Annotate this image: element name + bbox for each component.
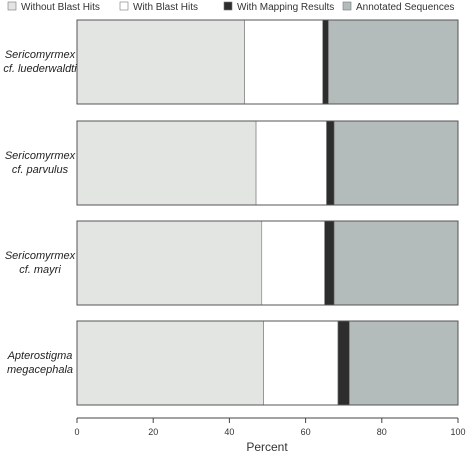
category-label: Sericomyrmex cf. mayri xyxy=(5,250,76,276)
bar-segment xyxy=(326,120,335,206)
bar-segment xyxy=(328,19,459,105)
x-tick-label: 60 xyxy=(301,427,311,437)
category-label-line: Sericomyrmex xyxy=(5,150,76,162)
legend-label: With Blast Hits xyxy=(133,2,198,13)
bar-segment xyxy=(263,320,339,406)
bar-segment xyxy=(255,120,327,206)
bar-segment xyxy=(324,220,335,306)
bar-segment xyxy=(337,320,350,406)
bar-segment xyxy=(333,120,459,206)
legend-label: Annotated Sequences xyxy=(356,2,454,13)
bar-panels: Sericomyrmex cf. luederwaldtiSericomyrmex… xyxy=(3,19,459,406)
bar-panel: Sericomyrmex cf. luederwaldti xyxy=(3,19,459,105)
legend-swatch xyxy=(119,1,129,11)
bar-segment xyxy=(333,220,459,306)
category-label-line: cf. luederwaldti xyxy=(3,63,77,75)
bar-segment xyxy=(244,19,324,105)
category-label-line: cf. mayri xyxy=(19,264,61,276)
x-tick-label: 20 xyxy=(148,427,158,437)
category-label: Sericomyrmex cf. luederwaldti xyxy=(3,49,77,75)
bar-segment xyxy=(76,220,263,306)
category-label-line: Sericomyrmex xyxy=(5,250,76,262)
panel-frame xyxy=(76,220,459,306)
bar-segment xyxy=(349,320,459,406)
legend-item: With Mapping Results xyxy=(223,1,334,13)
panel-frame xyxy=(76,120,459,206)
category-label: Apterostigma megacephala xyxy=(7,350,73,376)
panel-frame xyxy=(76,19,459,105)
bar-panel: Apterostigma megacephala xyxy=(7,320,459,406)
x-tick-label: 100 xyxy=(450,427,465,437)
legend-item: Annotated Sequences xyxy=(342,1,454,13)
legend-item: With Blast Hits xyxy=(119,1,198,13)
bar-panel: Sericomyrmex cf. mayri xyxy=(5,220,459,306)
x-tick-label: 40 xyxy=(224,427,234,437)
category-label-line: megacephala xyxy=(7,364,73,376)
bar-segment xyxy=(76,320,264,406)
legend-swatch xyxy=(342,1,352,11)
x-axis: 0 20 40 60 80 100 xyxy=(74,417,466,437)
x-tick-label: 80 xyxy=(377,427,387,437)
legend: Without Blast Hits With Blast Hits With Ma… xyxy=(7,1,454,13)
bar-segment xyxy=(76,120,257,206)
panel-frame xyxy=(76,320,459,406)
legend-label: Without Blast Hits xyxy=(21,2,100,13)
bar-segment xyxy=(76,19,245,105)
x-tick-label: 0 xyxy=(74,427,79,437)
legend-item: Without Blast Hits xyxy=(7,1,100,13)
category-label: Sericomyrmex cf. parvulus xyxy=(5,150,76,176)
bar-segment xyxy=(322,19,329,105)
bar-panel: Sericomyrmex cf. parvulus xyxy=(5,120,459,206)
x-axis-label: Percent xyxy=(246,440,288,454)
legend-swatch xyxy=(7,1,17,11)
category-label-line: Apterostigma xyxy=(7,350,73,362)
legend-label: With Mapping Results xyxy=(237,2,334,13)
legend-swatch xyxy=(223,1,233,11)
bar-segment xyxy=(261,220,325,306)
category-label-line: cf. parvulus xyxy=(12,164,69,176)
category-label-line: Sericomyrmex xyxy=(5,49,76,61)
